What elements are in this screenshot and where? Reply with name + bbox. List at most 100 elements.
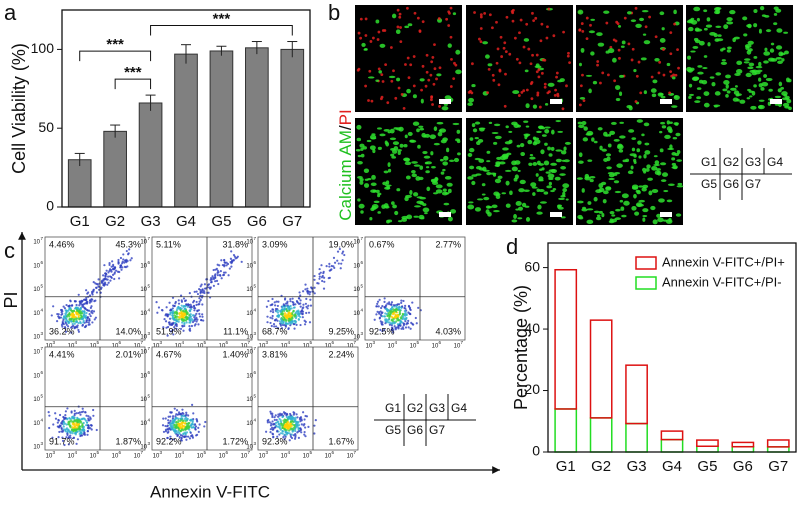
event <box>119 266 122 269</box>
cell <box>608 220 615 224</box>
cell <box>552 188 557 191</box>
cell <box>657 92 664 97</box>
cell <box>764 47 768 52</box>
event <box>67 443 70 446</box>
tick-base: 10 <box>90 344 97 350</box>
event <box>280 424 283 427</box>
tick-base: 10 <box>454 344 461 350</box>
event <box>63 315 66 318</box>
event <box>285 322 288 325</box>
cell <box>524 69 529 73</box>
x-tick-label: G5 <box>211 213 231 230</box>
cell <box>508 52 512 56</box>
event <box>381 323 384 326</box>
event <box>47 411 50 414</box>
cell <box>749 95 753 98</box>
event <box>51 436 54 439</box>
event <box>381 315 384 318</box>
cell <box>580 22 584 25</box>
cell <box>360 147 364 151</box>
event <box>401 315 405 319</box>
event <box>415 322 418 325</box>
cell <box>667 183 675 186</box>
event <box>383 328 386 331</box>
tick-exp: 4 <box>254 307 257 312</box>
event <box>104 275 107 278</box>
cell <box>487 205 493 209</box>
cell <box>597 127 603 131</box>
event <box>282 411 286 414</box>
event <box>69 417 72 421</box>
cell <box>612 38 616 42</box>
cell <box>413 164 421 167</box>
event <box>70 331 73 334</box>
event <box>308 321 312 324</box>
cell <box>405 175 411 180</box>
cell <box>765 77 773 82</box>
event <box>386 302 389 305</box>
cell <box>605 21 609 25</box>
event <box>60 313 63 316</box>
event <box>289 304 292 308</box>
event <box>305 305 308 309</box>
event <box>283 312 287 315</box>
event <box>292 434 295 437</box>
event <box>392 308 395 311</box>
cell <box>597 42 605 47</box>
event <box>199 294 202 297</box>
cell <box>517 206 524 211</box>
event <box>287 417 290 420</box>
event <box>180 428 184 431</box>
cell <box>383 170 389 174</box>
event <box>174 321 177 325</box>
cell <box>588 88 592 94</box>
event <box>280 321 283 325</box>
cell <box>661 172 669 177</box>
cell <box>614 217 621 220</box>
cell <box>504 169 512 172</box>
cell <box>420 88 423 92</box>
event <box>85 321 88 324</box>
cell <box>723 24 729 30</box>
cell <box>654 58 660 62</box>
event <box>82 315 85 318</box>
cell <box>493 123 501 127</box>
event <box>187 304 190 307</box>
cell <box>456 129 461 134</box>
cell <box>540 71 544 75</box>
cell <box>667 147 675 151</box>
tick-exp: 4 <box>182 340 185 345</box>
cell <box>406 6 409 10</box>
event <box>173 314 176 317</box>
event <box>411 322 414 326</box>
cell <box>688 95 692 100</box>
cell <box>529 154 534 157</box>
event <box>269 310 272 313</box>
event <box>204 420 207 424</box>
cell <box>587 201 592 205</box>
cell <box>593 210 600 214</box>
event <box>272 428 275 431</box>
tick-exp: 7 <box>254 346 257 351</box>
tick-base: 10 <box>33 445 40 451</box>
event <box>328 269 331 272</box>
cell <box>520 152 526 157</box>
cell <box>775 56 782 60</box>
event <box>227 274 230 277</box>
event <box>67 428 70 431</box>
event <box>185 422 188 425</box>
cell <box>358 203 365 209</box>
event <box>167 313 170 316</box>
event <box>184 414 187 417</box>
event <box>297 430 300 433</box>
event <box>200 283 203 286</box>
quadrant-percent: 2.01% <box>115 349 141 359</box>
cell <box>384 184 392 187</box>
tick-base: 10 <box>353 287 360 293</box>
event <box>117 262 120 265</box>
event <box>214 273 217 276</box>
cell <box>659 162 667 166</box>
cell <box>364 84 368 88</box>
bar <box>245 47 269 208</box>
cell <box>447 43 452 48</box>
